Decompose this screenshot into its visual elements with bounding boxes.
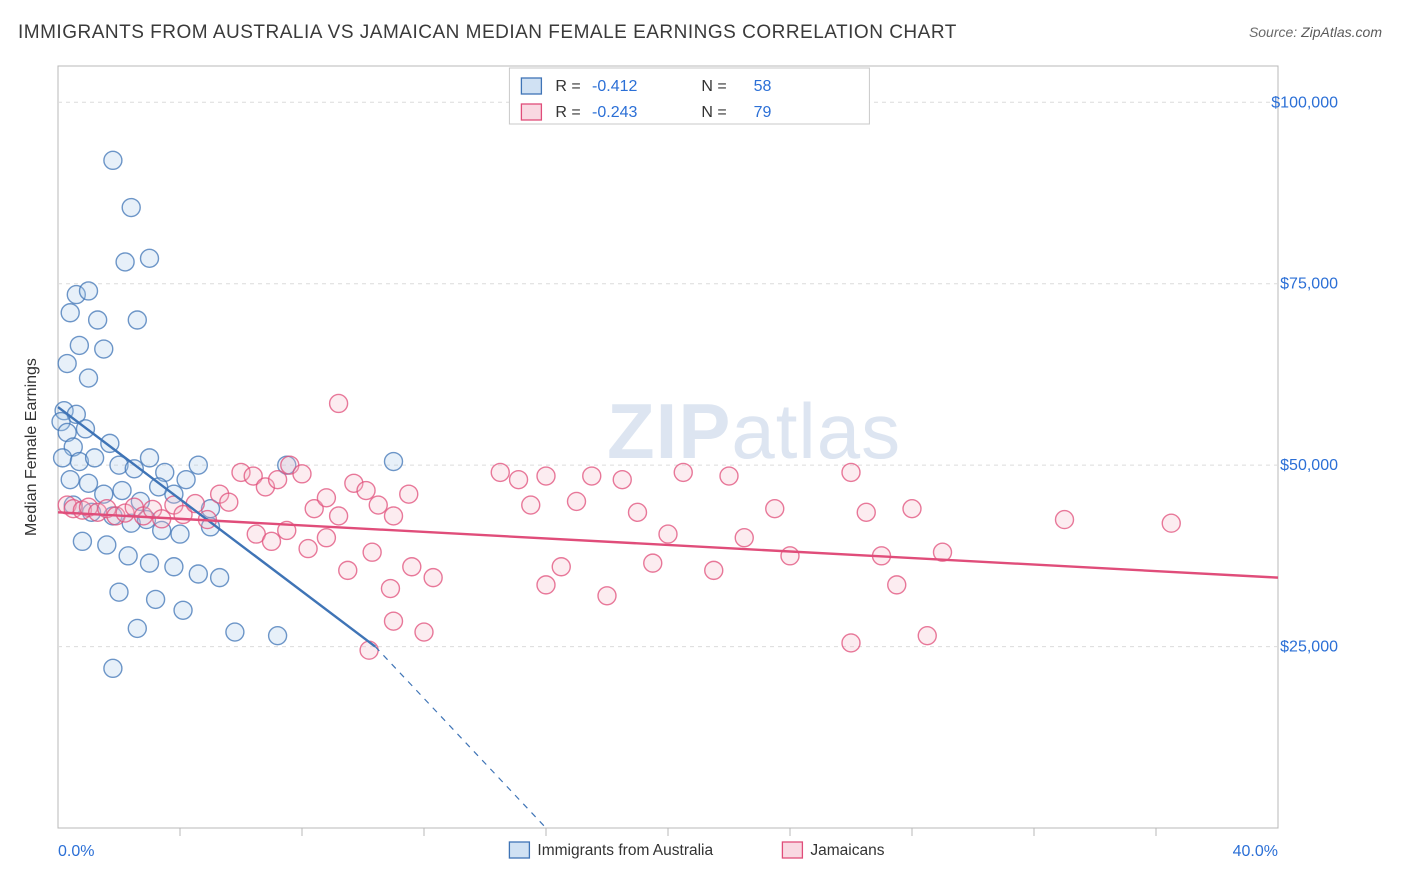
svg-text:-0.243: -0.243 xyxy=(592,104,637,121)
trend-ext-aus xyxy=(375,647,546,828)
svg-text:N =: N = xyxy=(701,78,726,95)
svg-text:$25,000: $25,000 xyxy=(1280,639,1338,656)
chart-container: $25,000 $50,000 $75,000 $100,000 0.0% 40.0% Me… xyxy=(18,58,1388,868)
svg-text:$100,000: $100,000 xyxy=(1271,94,1338,111)
svg-text:58: 58 xyxy=(754,78,772,95)
source-label: Source: xyxy=(1249,24,1297,40)
scatter-chart: $25,000 $50,000 $75,000 $100,000 0.0% 40.0% Me… xyxy=(18,58,1388,868)
svg-text:0.0%: 0.0% xyxy=(58,843,94,860)
svg-text:-0.412: -0.412 xyxy=(592,78,637,95)
chart-title: IMMIGRANTS FROM AUSTRALIA VS JAMAICAN ME… xyxy=(18,22,957,44)
stats-legend: R = -0.412 N = 58 R = -0.243 N = 79 xyxy=(509,68,869,124)
svg-text:N =: N = xyxy=(701,104,726,121)
source-attribution: Source: ZipAtlas.com xyxy=(1249,24,1382,40)
svg-text:Immigrants from Australia: Immigrants from Australia xyxy=(537,842,713,859)
series-aus xyxy=(52,151,402,677)
svg-text:79: 79 xyxy=(754,104,772,121)
svg-text:R =: R = xyxy=(555,78,580,95)
svg-text:Jamaicans: Jamaicans xyxy=(810,842,884,859)
svg-text:$75,000: $75,000 xyxy=(1280,276,1338,293)
source-value: ZipAtlas.com xyxy=(1301,24,1382,40)
svg-text:Median Female Earnings: Median Female Earnings xyxy=(23,358,40,536)
bottom-legend: Immigrants from Australia Jamaicans xyxy=(509,842,884,859)
series-jam xyxy=(58,394,1180,659)
svg-text:40.0%: 40.0% xyxy=(1233,843,1278,860)
svg-text:$50,000: $50,000 xyxy=(1280,457,1338,474)
svg-text:R =: R = xyxy=(555,104,580,121)
